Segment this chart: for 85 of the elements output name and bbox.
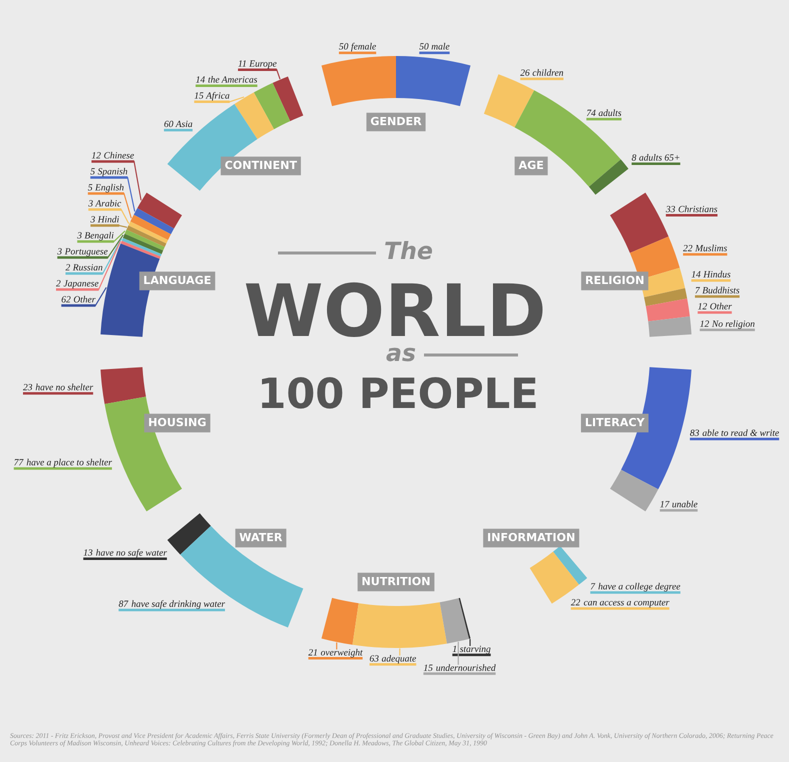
- slice-label: Hindus: [703, 270, 730, 278]
- slice-label: Christians: [678, 206, 718, 212]
- data-label: 15: [424, 664, 433, 671]
- data-label: 5: [88, 184, 92, 191]
- slice-label: overweight: [320, 648, 363, 658]
- data-label: 74: [586, 110, 596, 116]
- data-label: 50: [419, 43, 429, 50]
- slice-label: Hindi: [98, 216, 119, 223]
- data-label: 12: [700, 320, 709, 327]
- text: LANGUAGE: [144, 276, 210, 284]
- data-label: 7: [590, 583, 596, 590]
- slice-label: Africa: [206, 92, 230, 101]
- slice-label: adults: [598, 109, 622, 116]
- slice-label: female: [351, 42, 376, 52]
- data-label: 13: [84, 549, 92, 556]
- slice-label: the Americas: [208, 76, 258, 83]
- data-label: 11: [238, 60, 246, 67]
- data-label: 3: [90, 216, 95, 223]
- slice-label: unable: [672, 500, 698, 508]
- text: CONTINENT: [225, 160, 297, 170]
- slice-label: starving: [460, 646, 490, 654]
- data-label: 63: [370, 655, 379, 662]
- slice-label: Other: [74, 296, 96, 303]
- slice-label: able to read & write: [702, 429, 779, 436]
- slice-label: Japanese: [64, 280, 98, 288]
- slice-label: Arabic: [95, 200, 122, 207]
- slice-label: Other: [710, 302, 732, 310]
- data-label: 14: [692, 271, 701, 278]
- slice-label: Chinese: [104, 152, 134, 159]
- slice-label: male: [432, 42, 450, 50]
- data-label: 1: [452, 646, 456, 652]
- slice-label: English: [95, 184, 124, 192]
- data-label: 83: [690, 430, 699, 436]
- data-label: 17: [660, 501, 670, 508]
- slice-label: Portuguese: [64, 248, 108, 256]
- data-label: 60: [164, 120, 174, 128]
- text: NUTRITION: [362, 576, 430, 586]
- data-label: 2: [66, 264, 70, 270]
- data-label: 12: [698, 303, 707, 310]
- slice-label: No religion: [712, 320, 754, 329]
- data-label: 87: [118, 600, 128, 607]
- data-label: 50: [339, 43, 348, 50]
- data-label: 3: [57, 248, 62, 255]
- slice-label: have a place to shelter: [26, 458, 112, 468]
- text: HOUSING: [149, 418, 206, 426]
- data-label: 62: [62, 296, 71, 303]
- slice-label: Bengali: [84, 232, 114, 240]
- slice-label: Buddhists: [702, 286, 740, 294]
- data-label: 8: [632, 154, 636, 161]
- data-label: 22: [570, 599, 580, 606]
- data-label: 22: [683, 244, 692, 252]
- slice-label: Asia: [175, 120, 192, 128]
- data-label: 77: [14, 459, 24, 466]
- slice-label: have safe drinking water: [132, 600, 226, 609]
- text: RELIGION: [586, 276, 644, 284]
- data-label: 14: [196, 76, 205, 83]
- slice-label: Muslims: [695, 244, 727, 252]
- slice-label: adequate: [382, 654, 416, 664]
- text: LITERACY: [586, 418, 645, 426]
- slice-label: Europe: [249, 60, 277, 69]
- data-label: 12: [92, 152, 101, 158]
- data-label: 7: [695, 287, 700, 294]
- slice-label: Spanish: [98, 168, 128, 176]
- slice-label: adults 65+: [639, 154, 680, 161]
- data-label: 2: [56, 280, 61, 286]
- data-label: 5: [90, 168, 95, 175]
- data-label: 23: [23, 384, 32, 390]
- data-label: 3: [77, 232, 82, 239]
- data-label: 15: [194, 92, 204, 99]
- text: GENDER: [370, 116, 422, 126]
- slice-label: Russian: [72, 264, 102, 271]
- data-label: 21: [308, 649, 317, 656]
- data-label: 33: [666, 206, 675, 212]
- text: INFORMATION: [488, 532, 574, 542]
- slice-label: have a college degree: [598, 582, 680, 592]
- data-label: 3: [88, 200, 93, 207]
- slice-label: have no shelter: [36, 384, 94, 390]
- text: WATER: [240, 533, 282, 542]
- data-label: 26: [520, 69, 530, 76]
- slice-label: children: [532, 69, 564, 76]
- slice-label: have no safe water: [96, 549, 167, 558]
- text: The WORLD as 100 PEOPLE: [246, 241, 543, 409]
- slice-label: can access a computer: [584, 600, 670, 608]
- text: AGE: [518, 160, 544, 170]
- slice-label: undernourished: [436, 664, 496, 671]
